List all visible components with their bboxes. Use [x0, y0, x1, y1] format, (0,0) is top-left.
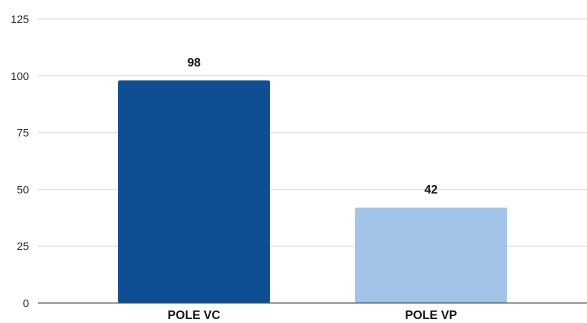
bar	[118, 80, 270, 304]
x-category-label: POLE VC	[168, 308, 221, 322]
label-layer: 98 POLE VC 42 POLE VP	[168, 55, 457, 322]
bar	[355, 207, 507, 303]
data-label: 98	[187, 55, 201, 69]
y-tick-label: 0	[23, 298, 29, 310]
y-tick-label: 75	[17, 128, 29, 140]
y-tick-label: 25	[17, 241, 29, 253]
y-tick-label: 100	[11, 71, 29, 83]
x-category-label: POLE VP	[405, 308, 457, 322]
y-tick-label: 125	[11, 14, 29, 26]
bar-layer	[118, 80, 507, 304]
data-label: 42	[424, 183, 438, 197]
axis-layer: 0 25 50 75 100 125	[11, 14, 587, 310]
y-tick-label: 50	[17, 184, 29, 196]
